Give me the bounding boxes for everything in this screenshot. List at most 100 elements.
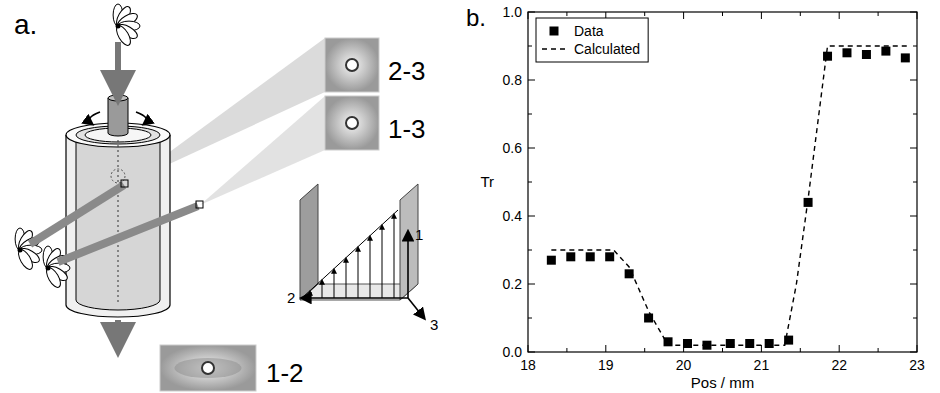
axis-arrow <box>408 298 424 318</box>
pattern-label: 1-2 <box>266 358 304 388</box>
x-tick <box>761 345 762 352</box>
data-point <box>586 252 595 261</box>
y-tick <box>528 80 535 81</box>
y-tick <box>910 148 917 149</box>
x-tick <box>839 12 840 19</box>
velocity-arrow <box>394 217 395 298</box>
window <box>196 201 203 208</box>
data-point <box>683 339 692 348</box>
axis-arrow <box>302 297 408 299</box>
legend-label: Data <box>574 23 604 39</box>
legend-box <box>536 18 648 62</box>
y-tick-label: 0.0 <box>503 344 523 360</box>
panel-b: b.1819202122230.00.20.40.60.81.0Pos / mm… <box>466 4 925 391</box>
velocity-profile <box>302 210 398 298</box>
velocity-arrowhead <box>355 246 361 252</box>
light-source <box>113 4 140 47</box>
data-point <box>765 339 774 348</box>
pattern-image <box>325 38 379 92</box>
couette-schematic: 123 <box>287 184 438 333</box>
panel-a: a.2-31-31-2123 <box>14 4 438 391</box>
velocity-arrow <box>370 239 371 298</box>
x-tick-label: 22 <box>831 357 847 373</box>
beamstop <box>346 117 358 129</box>
data-point <box>745 339 754 348</box>
y-tick <box>910 216 917 217</box>
data-point <box>547 256 556 265</box>
panel-label: a. <box>14 9 37 40</box>
y-tick <box>910 284 917 285</box>
axis-label: 3 <box>430 316 438 333</box>
data-point <box>823 52 832 61</box>
beamstop <box>202 362 214 374</box>
y-tick-label: 1.0 <box>503 4 523 20</box>
transmitted-beam <box>115 320 121 340</box>
data-point <box>644 314 653 323</box>
velocity-arrow <box>358 250 359 298</box>
scattering-pattern: 1-3 <box>325 96 426 150</box>
incident-beam <box>30 185 124 244</box>
y-tick-label: 0.2 <box>503 276 523 292</box>
source-center <box>116 24 121 29</box>
pattern-label: 1-3 <box>388 114 426 144</box>
incident-beam <box>115 42 121 88</box>
y-tick-label: 0.8 <box>503 72 523 88</box>
velocity-arrowhead <box>319 279 325 285</box>
panel-label: b. <box>466 4 486 31</box>
scattering-pattern: 2-3 <box>325 38 426 92</box>
source-center <box>18 248 23 253</box>
velocity-arrowhead <box>307 290 313 296</box>
y-tick <box>528 148 535 149</box>
x-axis-title: Pos / mm <box>691 374 754 391</box>
light-source <box>43 246 70 289</box>
legend-line <box>542 48 566 49</box>
petal <box>16 248 35 272</box>
data-point <box>605 252 614 261</box>
data-point <box>862 50 871 59</box>
window <box>121 180 128 187</box>
x-tick <box>605 345 606 352</box>
shaft <box>108 98 128 136</box>
x-tick-label: 19 <box>598 357 614 373</box>
velocity-arrowhead <box>331 268 337 274</box>
pattern-image <box>160 345 256 391</box>
scattering-pattern: 1-2 <box>160 345 304 391</box>
incident-beam <box>58 206 198 262</box>
plot-frame <box>528 12 917 352</box>
data-point <box>881 47 890 56</box>
data-point <box>566 252 575 261</box>
source-center <box>46 266 51 271</box>
calculated-line <box>551 46 909 345</box>
x-tick <box>761 12 762 19</box>
data-point <box>842 48 851 57</box>
data-group <box>547 46 910 350</box>
pattern-label: 2-3 <box>388 56 426 86</box>
velocity-arrow <box>322 283 323 298</box>
x-tick <box>683 12 684 19</box>
shaft-top <box>108 95 128 101</box>
x-tick <box>839 345 840 352</box>
legend-marker <box>550 27 559 36</box>
figure: a.2-31-31-2123b.1819202122230.00.20.40.6… <box>0 0 940 393</box>
rotation-arrow <box>136 112 147 124</box>
petal <box>44 266 63 290</box>
x-tick-label: 18 <box>520 357 536 373</box>
scatter-cone <box>200 96 325 205</box>
y-tick <box>528 284 535 285</box>
legend: Data Calculated <box>536 18 648 62</box>
plate <box>300 184 318 300</box>
pattern-image <box>325 96 379 150</box>
axis-label: 2 <box>287 289 295 306</box>
data-point <box>901 53 910 62</box>
anisotropic-scatter <box>174 358 241 378</box>
legend-label: Calculated <box>574 41 640 57</box>
beam-spot <box>111 169 125 183</box>
y-tick <box>528 216 535 217</box>
y-tick-label: 0.4 <box>503 208 523 224</box>
x-tick-label: 21 <box>754 357 770 373</box>
velocity-arrow <box>334 272 335 298</box>
velocity-arrowhead <box>379 224 385 230</box>
velocity-arrowhead <box>391 213 397 219</box>
beamstop <box>346 59 358 71</box>
data-point <box>726 339 735 348</box>
